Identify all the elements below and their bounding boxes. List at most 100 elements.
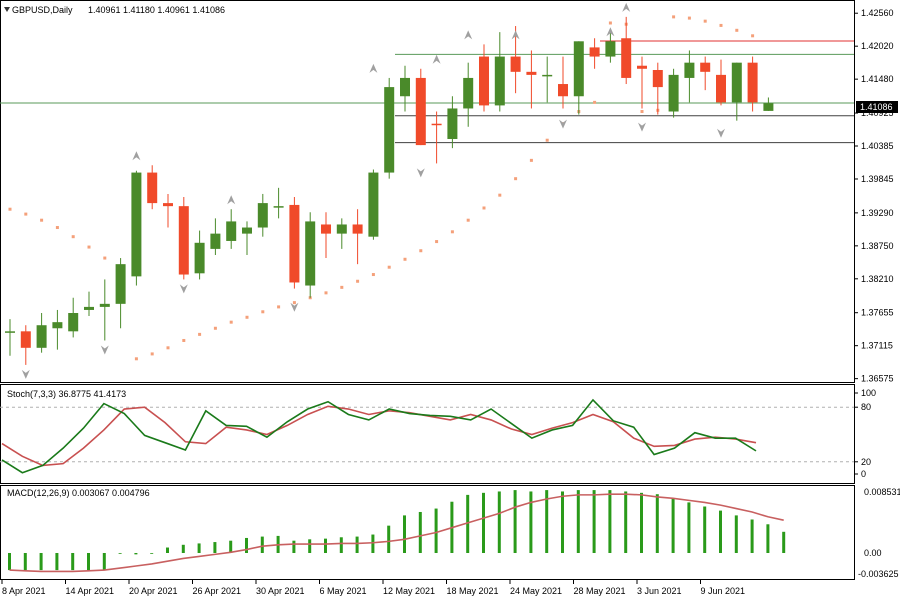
candle-body bbox=[257, 203, 268, 228]
fractal-down-icon bbox=[100, 345, 109, 355]
chart-symbol: GBPUSD,Daily bbox=[12, 5, 73, 15]
macd-bar bbox=[608, 490, 612, 553]
macd-bar bbox=[482, 492, 485, 553]
candle-body bbox=[210, 233, 221, 249]
date-tick-label: 20 Apr 2021 bbox=[129, 586, 178, 596]
macd-bar bbox=[181, 544, 185, 553]
macd-bar bbox=[150, 552, 154, 554]
price-tick-label: 1.36575 bbox=[861, 374, 894, 384]
sar-point bbox=[529, 158, 533, 162]
macd-bar bbox=[655, 494, 659, 553]
macd-bar bbox=[229, 540, 233, 553]
candle bbox=[99, 279, 110, 341]
macd-bar bbox=[166, 547, 169, 553]
sar-point bbox=[371, 273, 375, 277]
candle bbox=[321, 212, 331, 259]
candle bbox=[352, 209, 363, 265]
candle bbox=[289, 196, 300, 289]
macd-signal-line bbox=[9, 493, 784, 573]
candle-body bbox=[763, 103, 774, 111]
sar-point bbox=[466, 218, 470, 222]
sar-point bbox=[593, 100, 597, 104]
candle bbox=[573, 41, 584, 115]
collapse-triangle-icon[interactable] bbox=[4, 7, 10, 12]
fractal-up-icon bbox=[464, 30, 473, 40]
macd-bar bbox=[371, 534, 375, 553]
sar-point bbox=[8, 207, 12, 211]
stoch-main-line bbox=[1, 398, 757, 474]
candle-body bbox=[273, 206, 284, 208]
macd-series bbox=[8, 490, 786, 573]
candle bbox=[273, 187, 284, 219]
stoch-tick-label: 80 bbox=[861, 402, 871, 412]
candle-body bbox=[415, 77, 426, 146]
macd-bar bbox=[324, 538, 327, 553]
macd-title: MACD(12,26,9) 0.003067 0.004796 bbox=[7, 488, 150, 498]
macd-bar bbox=[23, 552, 27, 571]
price-tick-label: 1.38750 bbox=[861, 241, 894, 251]
sar-point bbox=[482, 206, 486, 210]
candle-body bbox=[384, 87, 395, 173]
fractal-up-icon bbox=[227, 195, 236, 205]
macd-bar bbox=[87, 552, 90, 571]
candle bbox=[542, 56, 553, 103]
macd-bar bbox=[592, 490, 596, 553]
candle-body bbox=[194, 242, 205, 274]
candle-body bbox=[731, 62, 742, 103]
fractal-up-icon bbox=[622, 2, 631, 12]
date-tick-label: 24 May 2021 bbox=[510, 586, 562, 596]
macd-bar bbox=[213, 542, 217, 553]
candle-body bbox=[115, 264, 126, 304]
candle-body bbox=[479, 56, 489, 106]
date-tick-label: 18 May 2021 bbox=[447, 586, 499, 596]
candle bbox=[526, 50, 537, 109]
candle bbox=[400, 65, 410, 112]
stoch-tick-label: 20 bbox=[861, 457, 871, 467]
macd-bar bbox=[624, 491, 628, 553]
price-tick-label: 1.39845 bbox=[861, 174, 894, 184]
sar-point bbox=[198, 332, 202, 336]
candle bbox=[668, 68, 679, 118]
date-tick-label: 14 Apr 2021 bbox=[66, 586, 115, 596]
candle bbox=[257, 193, 268, 237]
candle bbox=[163, 193, 173, 228]
sar-point bbox=[545, 138, 549, 142]
date-tick-label: 26 Apr 2021 bbox=[193, 586, 242, 596]
candle-body bbox=[242, 227, 252, 234]
sar-point bbox=[87, 245, 91, 249]
macd-bar bbox=[102, 552, 106, 571]
candle bbox=[52, 309, 63, 350]
candle-body bbox=[305, 221, 316, 286]
candle-body bbox=[700, 62, 711, 72]
macd-bar bbox=[750, 519, 754, 553]
stoch-series bbox=[1, 398, 757, 474]
candle-body bbox=[147, 172, 158, 204]
macd-bar bbox=[561, 491, 564, 553]
fractal-down-icon bbox=[21, 369, 30, 379]
current-price-box bbox=[856, 101, 898, 113]
sar-point bbox=[751, 34, 755, 38]
candle-body bbox=[637, 65, 647, 69]
candle bbox=[305, 212, 316, 298]
candle bbox=[368, 169, 379, 240]
candle-body bbox=[494, 56, 505, 106]
sar-point bbox=[687, 16, 691, 20]
candle-body bbox=[463, 77, 474, 109]
candle bbox=[637, 56, 647, 109]
candle-body bbox=[605, 41, 616, 57]
price-tick-label: 1.38210 bbox=[861, 274, 894, 284]
candle-body bbox=[668, 74, 679, 112]
sar-point bbox=[672, 15, 676, 19]
chart-ohlc: 1.40961 1.41180 1.40961 1.41086 bbox=[88, 5, 225, 15]
candle bbox=[36, 313, 47, 353]
current-price-label: 1.41086 bbox=[860, 102, 893, 112]
macd-bar bbox=[719, 510, 722, 553]
candle bbox=[147, 165, 158, 210]
candle-body bbox=[352, 224, 363, 234]
candle bbox=[5, 319, 15, 356]
candle-body bbox=[542, 74, 553, 77]
candle-body bbox=[510, 56, 521, 72]
candle-body bbox=[431, 123, 442, 126]
date-tick-label: 6 May 2021 bbox=[320, 586, 367, 596]
